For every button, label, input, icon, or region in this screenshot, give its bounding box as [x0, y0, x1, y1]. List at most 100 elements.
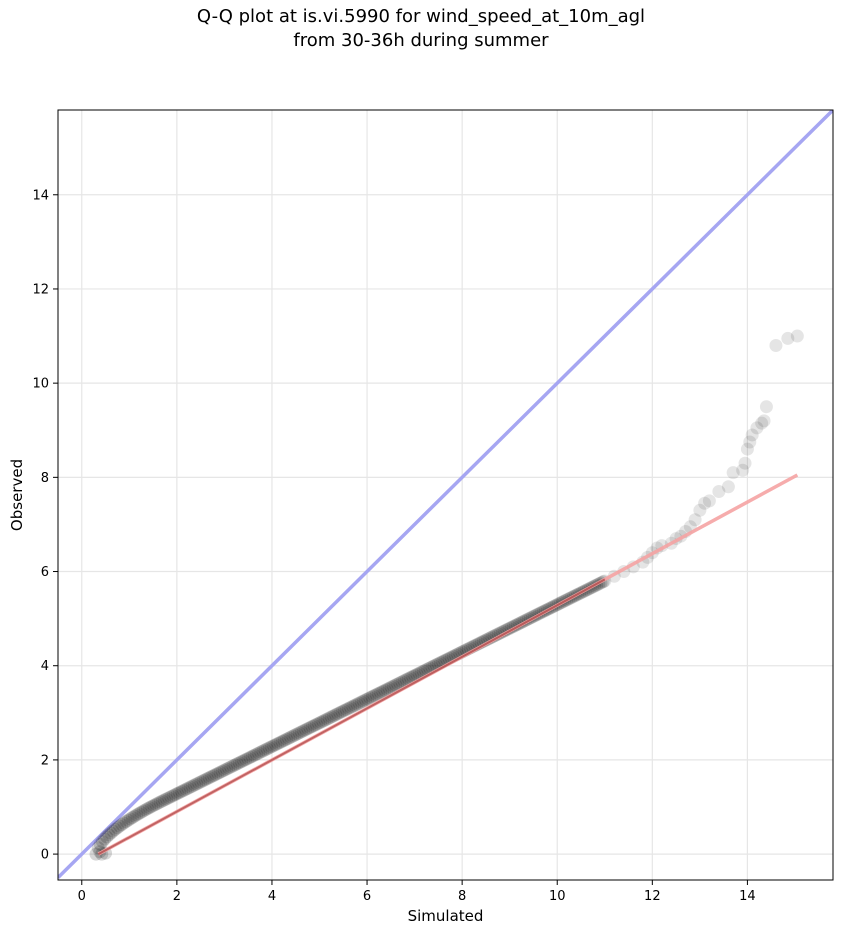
data-point: [256, 744, 270, 758]
x-axis-label: Simulated: [408, 907, 484, 925]
data-point: [151, 796, 165, 810]
data-point: [391, 677, 405, 691]
data-point: [211, 766, 225, 780]
data-point: [329, 708, 343, 722]
data-point: [759, 400, 773, 414]
data-point: [153, 795, 167, 809]
data-point: [239, 753, 253, 767]
data-point: [264, 740, 278, 754]
data-point: [89, 847, 103, 861]
data-point: [322, 711, 336, 725]
data-point: [143, 801, 157, 815]
x-tick-label: 8: [458, 889, 466, 904]
data-point: [177, 783, 191, 797]
data-point: [175, 784, 189, 798]
data-point: [284, 730, 298, 744]
chart-title-line-1: Q-Q plot at is.vi.5990 for wind_speed_at…: [196, 6, 646, 27]
data-point: [164, 790, 178, 804]
data-point: [316, 714, 330, 728]
data-point: [301, 722, 315, 736]
y-tick-label: 6: [41, 565, 49, 580]
data-point: [162, 791, 176, 805]
data-point: [149, 797, 163, 811]
data-point: [393, 676, 407, 690]
data-point: [239, 753, 253, 767]
data-point: [286, 729, 300, 743]
data-point: [273, 735, 287, 749]
data-point: [213, 765, 227, 779]
data-point: [226, 759, 240, 773]
data-point: [369, 688, 383, 702]
data-point: [106, 824, 120, 838]
data-point: [397, 674, 411, 688]
data-point: [693, 503, 707, 517]
data-point: [130, 808, 144, 822]
data-point: [200, 772, 214, 786]
data-point: [335, 705, 349, 719]
data-point: [391, 677, 405, 691]
data-point: [220, 762, 234, 776]
data-point: [222, 761, 236, 775]
data-point: [190, 777, 204, 791]
data-point: [288, 728, 302, 742]
data-point: [303, 721, 317, 735]
data-point: [179, 782, 193, 796]
data-point: [275, 734, 289, 748]
data-point: [232, 756, 246, 770]
data-point: [138, 803, 152, 817]
data-point: [371, 687, 385, 701]
data-point: [155, 794, 169, 808]
data-point: [395, 675, 409, 689]
data-point: [160, 792, 174, 806]
y-tick-label: 12: [32, 282, 49, 297]
data-point: [393, 676, 407, 690]
data-point: [327, 709, 341, 723]
data-point: [769, 338, 783, 352]
data-point: [380, 682, 394, 696]
data-point: [290, 727, 304, 741]
data-point: [389, 678, 403, 692]
data-point: [346, 699, 360, 713]
data-point: [147, 798, 161, 812]
data-point: [134, 805, 148, 819]
data-point: [98, 832, 112, 846]
data-point: [110, 821, 124, 835]
data-point: [117, 816, 131, 830]
data-point: [318, 713, 332, 727]
data-point: [194, 775, 208, 789]
data-point: [337, 704, 351, 718]
data-point: [140, 802, 154, 816]
y-tick-label: 0: [41, 848, 49, 863]
data-point: [237, 754, 251, 768]
data-point: [286, 729, 300, 743]
x-tick-label: 6: [363, 889, 371, 904]
data-point: [241, 751, 255, 765]
data-point: [367, 689, 381, 703]
data-point: [110, 821, 124, 835]
data-point: [237, 754, 251, 768]
data-points: [89, 329, 804, 861]
data-point: [185, 779, 199, 793]
data-point: [104, 826, 118, 840]
data-point: [143, 801, 157, 815]
data-point: [252, 746, 266, 760]
data-point: [209, 767, 223, 781]
data-point: [108, 822, 122, 836]
data-point: [202, 771, 216, 785]
data-point: [738, 456, 752, 470]
data-point: [376, 684, 390, 698]
data-point: [322, 711, 336, 725]
data-point: [277, 733, 291, 747]
data-point: [155, 794, 169, 808]
data-point: [183, 780, 197, 794]
data-point: [399, 673, 413, 687]
data-point: [166, 789, 180, 803]
data-point: [344, 700, 358, 714]
data-point: [205, 770, 219, 784]
data-point: [344, 700, 358, 714]
data-point: [721, 480, 735, 494]
data-point: [346, 699, 360, 713]
y-tick-label: 4: [41, 659, 49, 674]
data-point: [125, 810, 139, 824]
data-point: [333, 706, 347, 720]
